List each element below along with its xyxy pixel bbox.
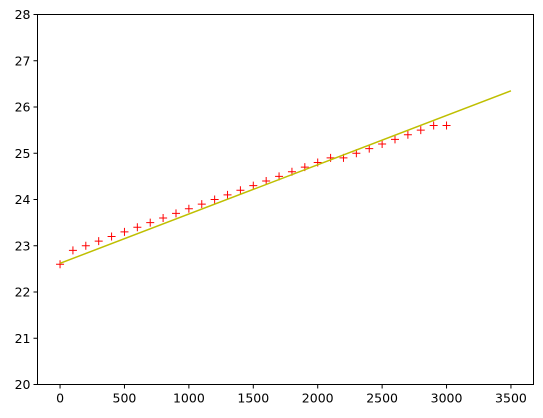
- data-point: [56, 260, 65, 269]
- x-tick-label: 3000: [431, 391, 463, 406]
- x-tick-label: 2500: [366, 391, 398, 406]
- data-point: [171, 209, 180, 218]
- data-point: [94, 237, 103, 246]
- y-tick-label: 23: [15, 238, 31, 253]
- data-point: [81, 241, 90, 250]
- data-point: [223, 190, 232, 199]
- data-point: [120, 227, 129, 236]
- x-tick-label: 2000: [302, 391, 334, 406]
- axes: 0 500 1000 1500 2000 2500 3000 3500 20 21 22 23 24 25…: [15, 7, 527, 406]
- y-tick-label: 24: [15, 192, 31, 207]
- data-point: [403, 130, 412, 139]
- data-point: [210, 195, 219, 204]
- y-tick-label: 28: [15, 7, 31, 22]
- fit-line: [59, 90, 512, 265]
- x-tick-label: 1500: [237, 391, 269, 406]
- data-point: [68, 246, 77, 255]
- data-point: [249, 181, 258, 190]
- data-point: [107, 232, 116, 241]
- data-point: [429, 121, 438, 130]
- y-tick-label: 20: [15, 377, 31, 392]
- plot-area: [56, 90, 512, 269]
- data-point: [236, 186, 245, 195]
- x-tick-label: 0: [56, 391, 64, 406]
- data-point: [391, 135, 400, 144]
- data-point: [442, 121, 451, 130]
- data-point: [416, 126, 425, 135]
- y-tick-label: 22: [15, 285, 31, 300]
- data-point: [184, 204, 193, 213]
- y-tick-label: 27: [15, 53, 31, 68]
- x-tick-label: 500: [113, 391, 137, 406]
- x-tick-label: 1000: [173, 391, 205, 406]
- data-point: [146, 218, 155, 227]
- data-point: [159, 214, 168, 222]
- data-point: [197, 200, 206, 209]
- data-point: [378, 140, 387, 148]
- data-point: [133, 223, 142, 232]
- y-tick-label: 25: [15, 146, 31, 161]
- data-point: [365, 144, 374, 153]
- x-tick-label: 3500: [495, 391, 527, 406]
- y-tick-label: 26: [15, 100, 31, 115]
- y-tick-label: 21: [15, 331, 31, 346]
